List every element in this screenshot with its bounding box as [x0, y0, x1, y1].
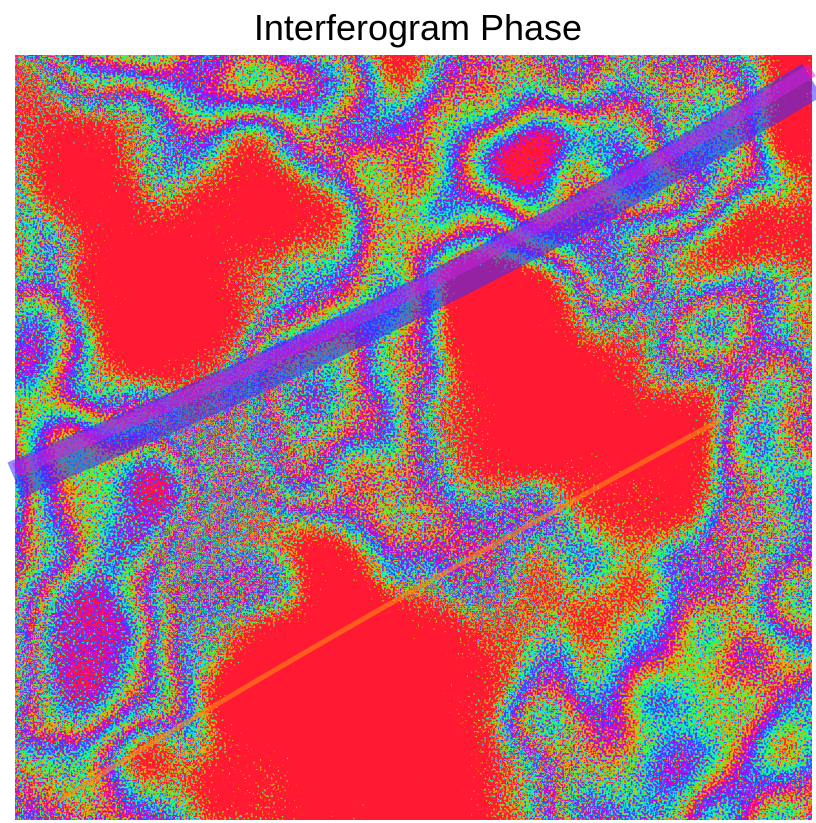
figure: Interferogram Phase [0, 0, 816, 823]
interferogram-image [15, 55, 812, 820]
figure-title: Interferogram Phase [254, 7, 582, 48]
page: {"title": "Interferogram Phase"} Interfe… [0, 0, 816, 823]
